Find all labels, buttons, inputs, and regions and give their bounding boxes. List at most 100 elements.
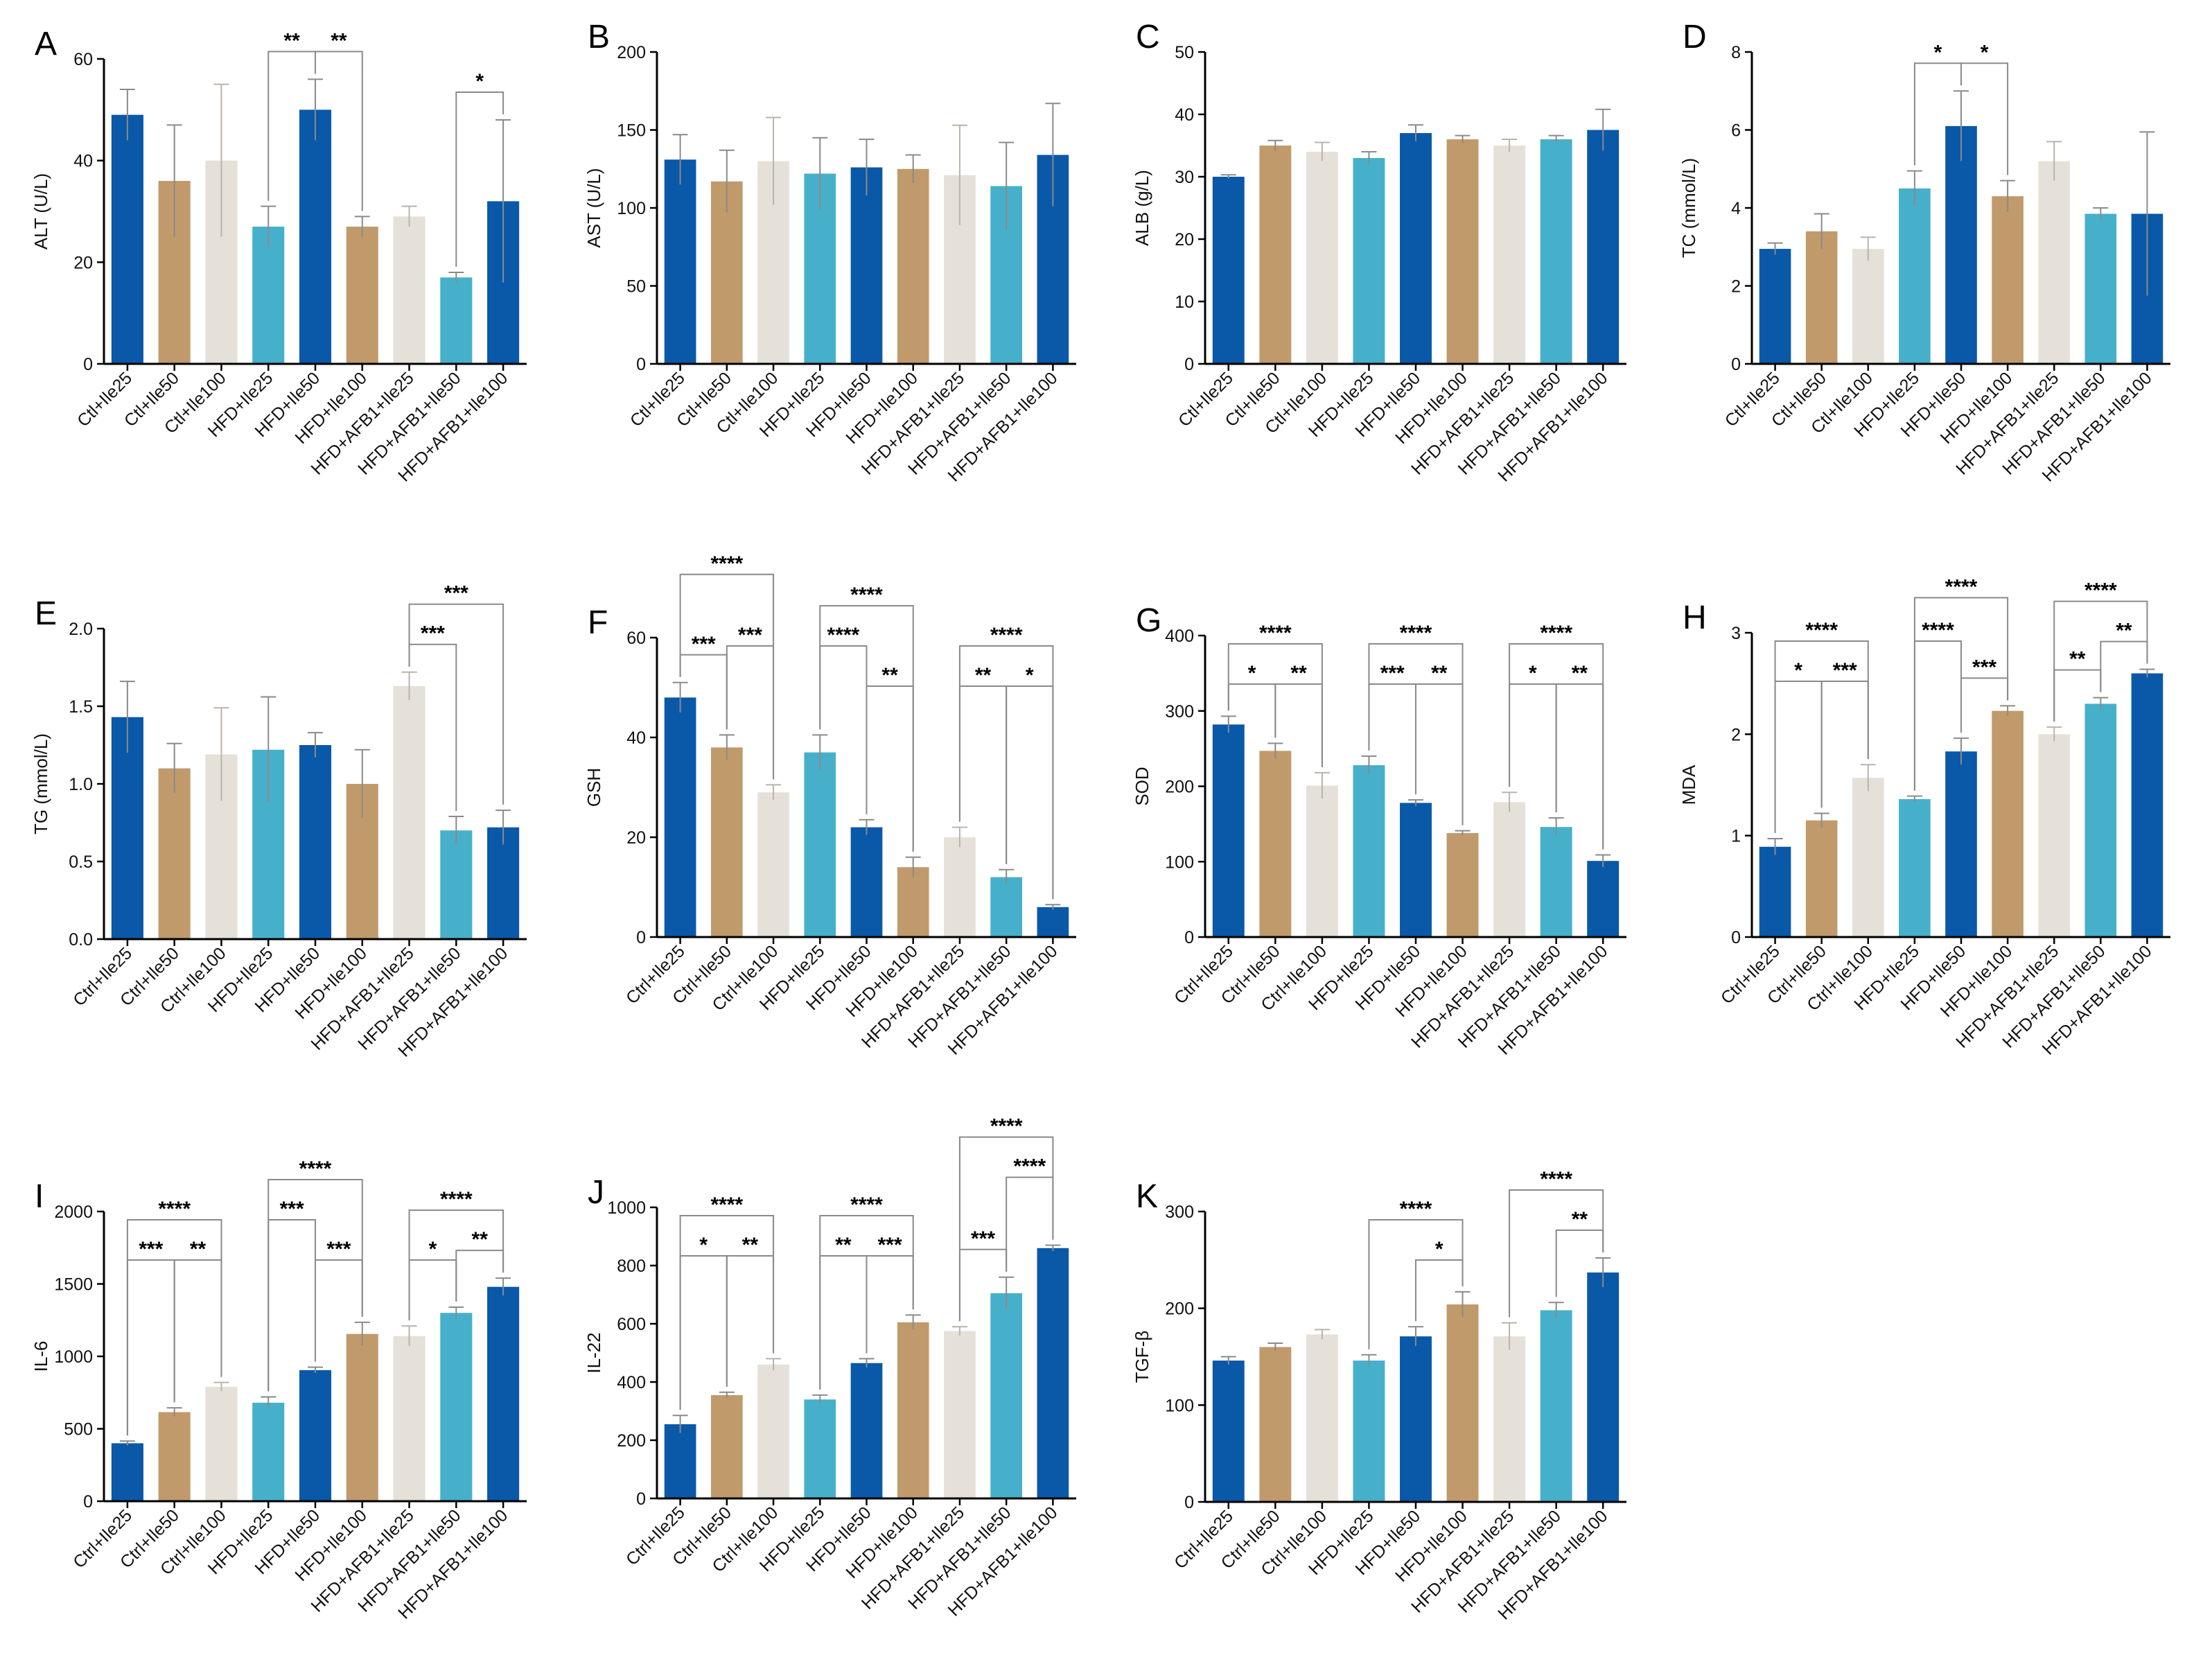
error-bar — [354, 216, 370, 237]
significance-bracket — [1913, 597, 2009, 791]
bar — [710, 747, 743, 937]
significance-bracket — [1509, 683, 1557, 813]
y-tick-label: 300 — [1165, 1202, 1194, 1222]
significance-label: **** — [1805, 619, 1838, 642]
error-bar — [1455, 830, 1471, 836]
y-tick-label: 1500 — [54, 1275, 93, 1295]
significance-label: * — [1794, 659, 1802, 682]
bar — [2038, 734, 2071, 937]
significance-label: ** — [1431, 662, 1448, 685]
bar — [299, 110, 332, 365]
error-bar — [1455, 134, 1471, 143]
panel-letter: D — [1683, 19, 1707, 55]
y-tick-label: 100 — [1165, 1396, 1194, 1415]
bar — [897, 168, 929, 364]
y-tick-label: 150 — [617, 121, 646, 141]
y-tick-label: 1.0 — [69, 775, 93, 794]
bar — [1212, 1361, 1245, 1502]
panel-g: G0100200300400SODCtrl+Ile25Ctrl+Ile50Ctr… — [1132, 602, 1626, 1059]
significance-label: **** — [710, 1193, 743, 1216]
bar — [1353, 1361, 1385, 1502]
bar — [346, 227, 378, 364]
error-bar — [859, 139, 875, 195]
bar — [1400, 133, 1432, 364]
significance-bracket — [1368, 643, 1464, 825]
y-tick-label: 500 — [64, 1420, 93, 1440]
error-bar — [812, 734, 828, 770]
error-bar — [119, 1440, 135, 1446]
significance-label: *** — [139, 1238, 163, 1261]
significance-label: **** — [2084, 579, 2117, 602]
error-bar — [448, 816, 464, 845]
bar — [944, 837, 976, 937]
error-bar — [1408, 124, 1423, 141]
bar — [393, 216, 425, 364]
significance-label: * — [1981, 41, 1989, 64]
significance-bracket — [408, 1209, 504, 1321]
panel-j: J02004006008001000IL-22Ctrl+Ile25Ctrl+Il… — [583, 1115, 1076, 1620]
significance-label: * — [1026, 664, 1034, 687]
y-axis-title: TC (mmol/L) — [1678, 158, 1699, 258]
significance-label: * — [475, 70, 484, 93]
bar — [1540, 827, 1572, 937]
significance-bracket — [1509, 643, 1604, 850]
error-bar — [308, 78, 323, 141]
significance-bracket — [2053, 600, 2148, 722]
panel-letter: J — [588, 1174, 604, 1211]
bar — [346, 1333, 378, 1501]
significance-bracket — [679, 1215, 775, 1410]
error-bar — [672, 1415, 688, 1433]
y-tick-label: 4 — [1731, 199, 1741, 218]
error-bar — [1220, 1356, 1236, 1365]
bar — [1587, 1272, 1620, 1502]
error-bar — [1361, 755, 1377, 775]
y-axis-title: SOD — [1132, 767, 1152, 805]
error-bar — [1595, 108, 1611, 151]
bar — [1212, 177, 1245, 364]
bar — [2038, 161, 2071, 364]
significance-bracket — [315, 51, 363, 211]
y-tick-label: 1 — [1731, 827, 1741, 846]
y-tick-label: 0 — [1184, 1493, 1194, 1512]
significance-label: ** — [331, 29, 347, 52]
error-bar — [951, 124, 967, 225]
bar — [487, 827, 520, 939]
significance-label: *** — [738, 624, 762, 647]
bar — [252, 227, 285, 364]
error-bar — [2000, 705, 2016, 716]
panel-i: I0500100015002000IL-6Ctrl+Ile25Ctrl+Ile5… — [30, 1157, 527, 1623]
error-bar — [1361, 151, 1377, 164]
y-axis-title: IL-22 — [583, 1332, 604, 1373]
bar — [111, 114, 143, 364]
error-bar — [166, 124, 182, 237]
error-bar — [905, 1314, 921, 1330]
bar — [1259, 146, 1292, 364]
y-tick-label: 600 — [617, 1315, 646, 1334]
significance-label: **** — [299, 1157, 332, 1180]
bar — [440, 830, 473, 939]
bar — [299, 745, 332, 939]
significance-bracket — [1006, 685, 1054, 900]
y-tick-label: 10 — [1175, 292, 1194, 312]
error-bar — [859, 1358, 875, 1367]
y-tick-label: 20 — [626, 828, 646, 848]
bar — [1446, 1304, 1479, 1502]
panel-letter: I — [35, 1178, 44, 1215]
error-bar — [2000, 180, 2016, 212]
y-tick-label: 0.0 — [69, 930, 93, 950]
error-bar — [766, 116, 782, 205]
y-tick-label: 400 — [617, 1373, 646, 1392]
bar — [1400, 1336, 1432, 1502]
significance-label: *** — [1833, 659, 1857, 682]
y-tick-label: 200 — [1165, 778, 1194, 797]
y-tick-label: 0 — [1184, 928, 1194, 947]
error-bar — [1361, 1354, 1377, 1367]
error-bar — [1502, 1322, 1518, 1350]
error-bar — [1045, 904, 1061, 910]
error-bar — [812, 1394, 828, 1404]
panel-letter: E — [35, 595, 57, 632]
error-bar — [166, 1407, 182, 1417]
